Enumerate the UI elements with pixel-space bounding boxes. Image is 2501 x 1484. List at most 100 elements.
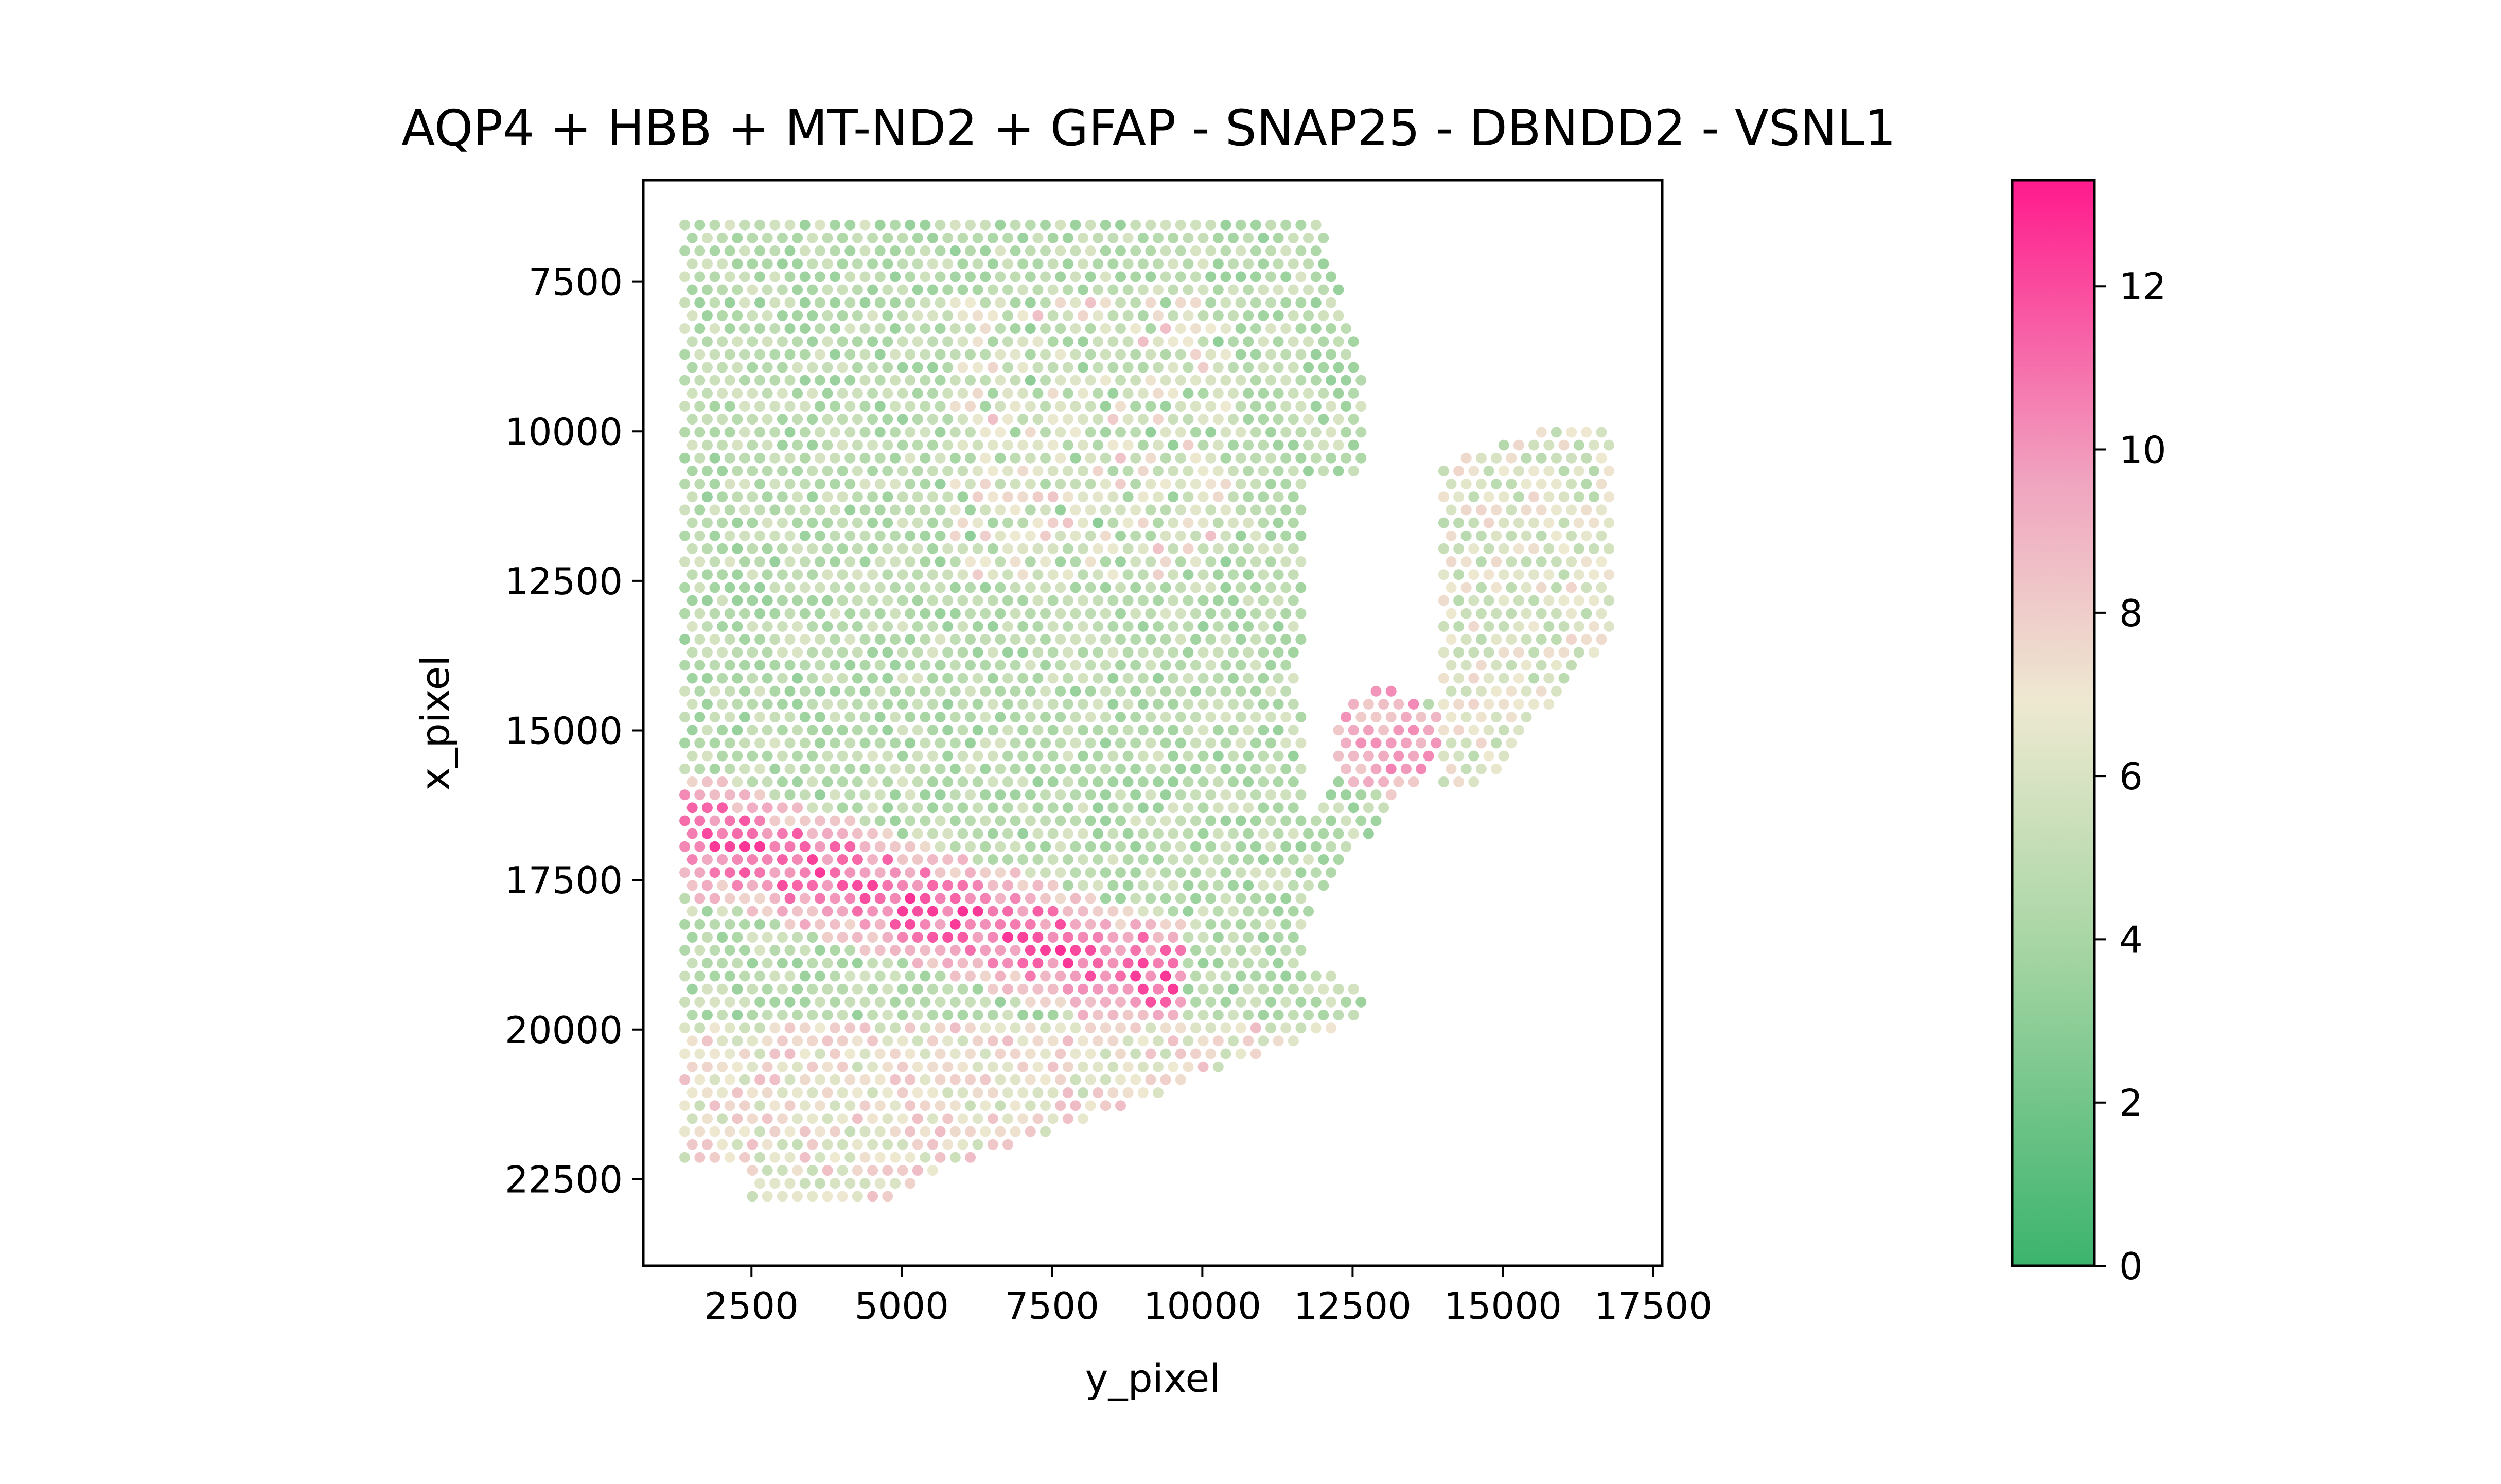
spot-781 — [987, 439, 998, 451]
spot-1256 — [844, 556, 856, 568]
spot-1604 — [1295, 634, 1307, 645]
spot-2319 — [1190, 815, 1201, 826]
spot-1468 — [844, 608, 856, 619]
spot-709 — [1348, 414, 1359, 425]
spot-997 — [942, 491, 954, 503]
spot-1821 — [717, 698, 728, 710]
spot-916 — [1453, 465, 1465, 476]
spot-2852 — [747, 983, 758, 995]
spot-1812 — [1460, 685, 1472, 697]
spot-2070 — [1183, 750, 1194, 762]
spot-1865 — [1423, 698, 1434, 710]
spot-1272 — [1085, 556, 1096, 568]
y-axis-label: x_pixel — [412, 656, 458, 791]
spot-656 — [1235, 401, 1246, 412]
spot-490 — [792, 362, 803, 373]
spot-2619 — [1032, 906, 1044, 917]
spot-2420 — [1310, 841, 1322, 852]
spot-2417 — [1265, 841, 1276, 852]
spot-2470 — [724, 867, 735, 878]
spot-3236 — [1070, 1100, 1081, 1111]
spot-2279 — [1288, 802, 1299, 814]
spot-3217 — [784, 1100, 796, 1111]
spot-1805 — [1235, 685, 1246, 697]
spot-3133 — [1062, 1061, 1073, 1072]
spot-944 — [935, 479, 946, 490]
spot-1460 — [724, 608, 735, 619]
spot-1056 — [1025, 504, 1036, 516]
spot-2396 — [949, 841, 961, 852]
spot-2485 — [949, 867, 961, 878]
spot-608 — [1197, 387, 1209, 399]
spot-1044 — [844, 504, 856, 516]
spot-1630 — [897, 647, 908, 658]
spot-2684 — [747, 932, 758, 943]
spot-1731 — [882, 673, 893, 684]
spot-3222 — [859, 1100, 871, 1111]
spot-2931 — [1250, 996, 1261, 1008]
spot-2313 — [1100, 815, 1111, 826]
spot-1914 — [1280, 712, 1292, 723]
spot-3281 — [890, 1126, 901, 1137]
spot-522 — [1273, 362, 1284, 373]
spot-3259 — [972, 1113, 983, 1124]
spot-2892 — [1348, 983, 1359, 995]
spot-873 — [732, 465, 743, 476]
spot-454 — [920, 349, 931, 360]
spot-2926 — [1175, 996, 1186, 1008]
spot-3051 — [1032, 1035, 1044, 1047]
spot-2579 — [1055, 893, 1066, 904]
spot-1222 — [1137, 543, 1149, 554]
spot-48 — [762, 232, 773, 243]
spot-468 — [1130, 349, 1141, 360]
spot-2796 — [1183, 958, 1194, 969]
spot-1053 — [980, 504, 991, 516]
spot-2853 — [762, 983, 773, 995]
spot-1877 — [724, 712, 735, 723]
spot-620 — [694, 401, 706, 412]
spot-652 — [1175, 401, 1186, 412]
spot-1464 — [784, 608, 796, 619]
spot-2797 — [1197, 958, 1209, 969]
spot-2717 — [1243, 932, 1254, 943]
spot-843 — [1115, 452, 1126, 464]
spot-3328 — [890, 1152, 901, 1163]
spot-1099 — [882, 517, 893, 528]
spot-151 — [1017, 258, 1029, 270]
spot-459 — [995, 349, 1006, 360]
spot-1194 — [717, 543, 728, 554]
spot-1078 — [1491, 504, 1502, 516]
spot-650 — [1145, 401, 1156, 412]
spot-430 — [1243, 336, 1254, 347]
spot-242 — [1078, 284, 1088, 295]
spot-1242 — [1573, 543, 1584, 554]
spot-2147 — [762, 776, 773, 787]
spot-2567 — [874, 893, 886, 904]
spot-1121 — [1212, 517, 1224, 528]
spot-282 — [1010, 297, 1021, 308]
spot-2080 — [1363, 750, 1374, 762]
spot-1102 — [927, 517, 938, 528]
spot-642 — [1025, 401, 1036, 412]
spot-3203 — [1062, 1087, 1073, 1098]
spot-667 — [717, 414, 728, 425]
spot-2952 — [882, 1010, 893, 1020]
spot-277 — [935, 297, 946, 308]
spot-899 — [1122, 465, 1134, 476]
spot-2916 — [1025, 996, 1036, 1008]
spot-1755 — [1243, 673, 1254, 684]
spot-58 — [912, 232, 923, 243]
spot-1412 — [807, 595, 818, 606]
spot-1886 — [859, 712, 871, 723]
spot-3019 — [1205, 1022, 1217, 1034]
spot-1116 — [1137, 517, 1149, 528]
spot-3178 — [686, 1087, 698, 1098]
spot-1852 — [1183, 698, 1194, 710]
spot-2377 — [1363, 828, 1374, 839]
spot-1824 — [762, 698, 773, 710]
spot-1524 — [897, 621, 908, 632]
spot-2747 — [1070, 945, 1081, 956]
spot-303 — [1325, 297, 1336, 308]
spot-2100 — [830, 763, 841, 774]
spot-283 — [1025, 297, 1036, 308]
